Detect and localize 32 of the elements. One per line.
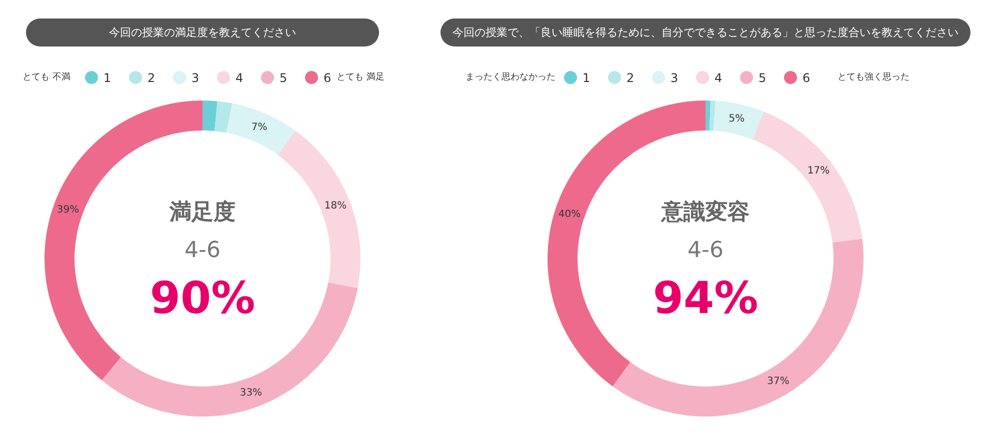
- legend-label: 5: [280, 71, 288, 85]
- data-label: 17%: [807, 165, 830, 176]
- chart-title: 今回の授業で、「良い睡眠を得るために、自分でできることがある」と思った度合いを教えてください: [452, 26, 958, 39]
- legend-label: 3: [192, 71, 200, 85]
- data-label: 18%: [324, 200, 347, 212]
- data-label: 37%: [767, 376, 790, 388]
- data-label: 7%: [251, 122, 268, 133]
- text: 意識変容: [660, 199, 750, 225]
- text: 4-6: [184, 238, 220, 263]
- legend-label: 4: [714, 71, 722, 85]
- legend-label: 6: [802, 71, 810, 85]
- text: 90%: [150, 273, 256, 324]
- chart-title: 今回の授業の満足度を教えてください: [109, 26, 296, 39]
- legend-label: 6: [324, 71, 332, 85]
- data-label: 40%: [558, 208, 581, 220]
- legend-label: 1: [582, 71, 590, 85]
- text: とても強く思った: [838, 72, 910, 82]
- legend-label: 4: [236, 71, 244, 85]
- legend-label: 2: [148, 71, 156, 85]
- data-label: 33%: [240, 388, 262, 399]
- legend-label: 1: [104, 71, 112, 85]
- data-label: 5%: [728, 113, 745, 124]
- legend-label: 3: [670, 71, 678, 85]
- legend-label: 5: [758, 71, 766, 85]
- text: まったく思わなかった: [466, 72, 556, 82]
- text: とても 満足: [336, 72, 384, 82]
- text: とても 不満: [22, 72, 70, 82]
- text: 94%: [652, 273, 758, 324]
- data-label: 39%: [56, 204, 80, 216]
- text: 満足度: [168, 199, 236, 225]
- legend-label: 2: [626, 71, 634, 85]
- text: 4-6: [688, 238, 724, 263]
